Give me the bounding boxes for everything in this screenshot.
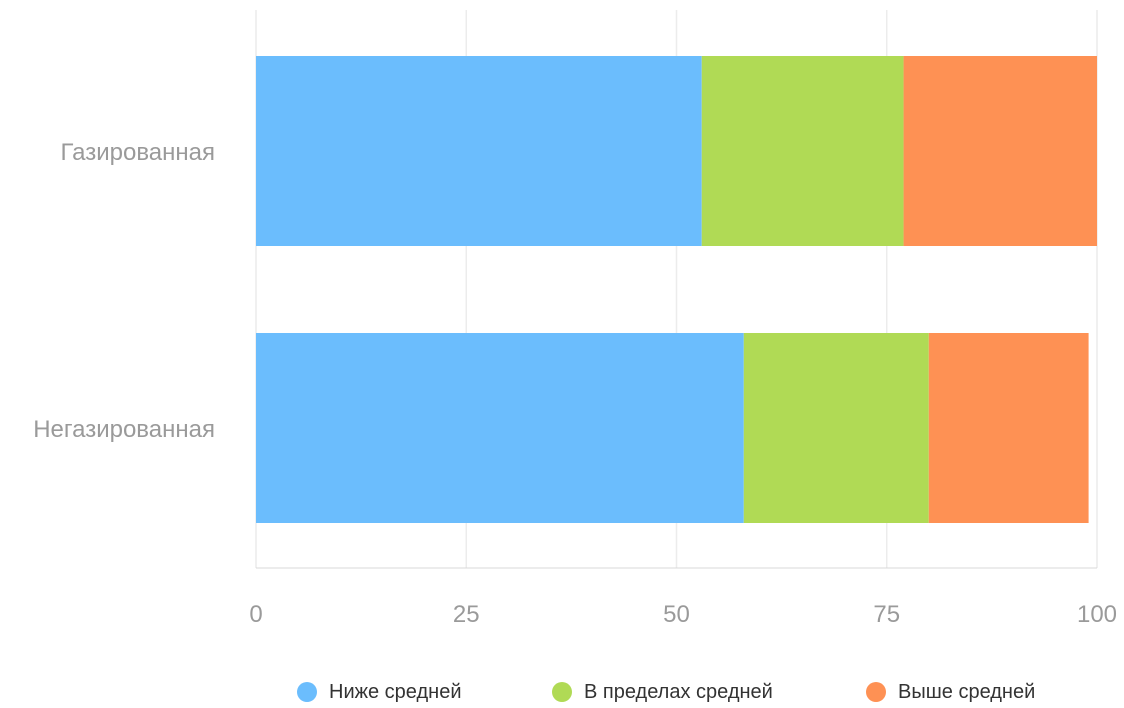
x-tick-label: 25 bbox=[453, 601, 480, 628]
x-tick-label: 100 bbox=[1077, 601, 1117, 628]
x-tick-label: 0 bbox=[249, 601, 262, 628]
legend-item[interactable]: Ниже средней bbox=[297, 676, 462, 708]
legend-swatch bbox=[297, 682, 317, 702]
legend-label: В пределах средней bbox=[584, 680, 773, 703]
x-tick-labels: 0 25 50 75 100 bbox=[249, 601, 1117, 628]
bar-segment[interactable] bbox=[256, 56, 702, 246]
legend-label: Выше средней bbox=[898, 680, 1036, 703]
category-label: Негазированная bbox=[33, 416, 215, 443]
category-labels: Газированная Негазированная bbox=[33, 139, 215, 443]
x-tick-label: 50 bbox=[663, 601, 690, 628]
bar-segment[interactable] bbox=[701, 56, 904, 246]
bar-segment[interactable] bbox=[903, 56, 1097, 246]
bars bbox=[256, 56, 1097, 523]
legend-item[interactable]: В пределах средней bbox=[552, 676, 773, 708]
bar-segment[interactable] bbox=[256, 333, 744, 523]
legend-swatch bbox=[552, 682, 572, 702]
bar-segment[interactable] bbox=[928, 333, 1089, 523]
legend-swatch bbox=[866, 682, 886, 702]
x-tick-label: 75 bbox=[873, 601, 900, 628]
bar-segment[interactable] bbox=[743, 333, 929, 523]
legend-item[interactable]: Выше средней bbox=[866, 676, 1035, 708]
legend: Ниже средней В пределах средней Выше средн… bbox=[0, 676, 1124, 708]
category-label: Газированная bbox=[60, 139, 215, 166]
legend-label: Ниже средней bbox=[329, 680, 462, 703]
